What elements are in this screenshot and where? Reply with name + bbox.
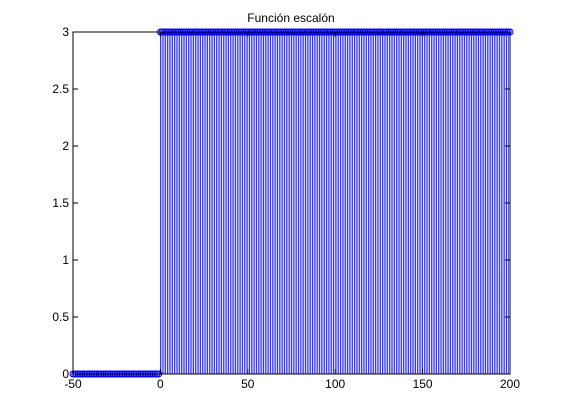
- y-tick-label: 1.5: [52, 196, 69, 210]
- x-tick-label: 200: [500, 377, 520, 391]
- y-tick-label: 0: [62, 367, 69, 381]
- y-tick-label: 1: [62, 253, 69, 267]
- x-tick-label: 0: [157, 377, 164, 391]
- chart-title: Función escalón: [247, 11, 334, 25]
- stem-lines: [73, 32, 511, 375]
- y-tick-label: 2: [62, 139, 69, 153]
- y-tick-label: 2.5: [52, 82, 69, 96]
- y-tick-label: 3: [62, 25, 69, 39]
- x-tick-label: 150: [413, 377, 433, 391]
- x-tick-label: 100: [325, 377, 345, 391]
- x-axis: -50 0 50 100 150 200: [64, 32, 520, 391]
- y-axis: 0 0.5 1 1.5 2 2.5 3: [52, 25, 510, 381]
- x-tick-label: 50: [241, 377, 255, 391]
- y-tick-label: 0.5: [52, 310, 69, 324]
- x-tick-label: -50: [64, 377, 82, 391]
